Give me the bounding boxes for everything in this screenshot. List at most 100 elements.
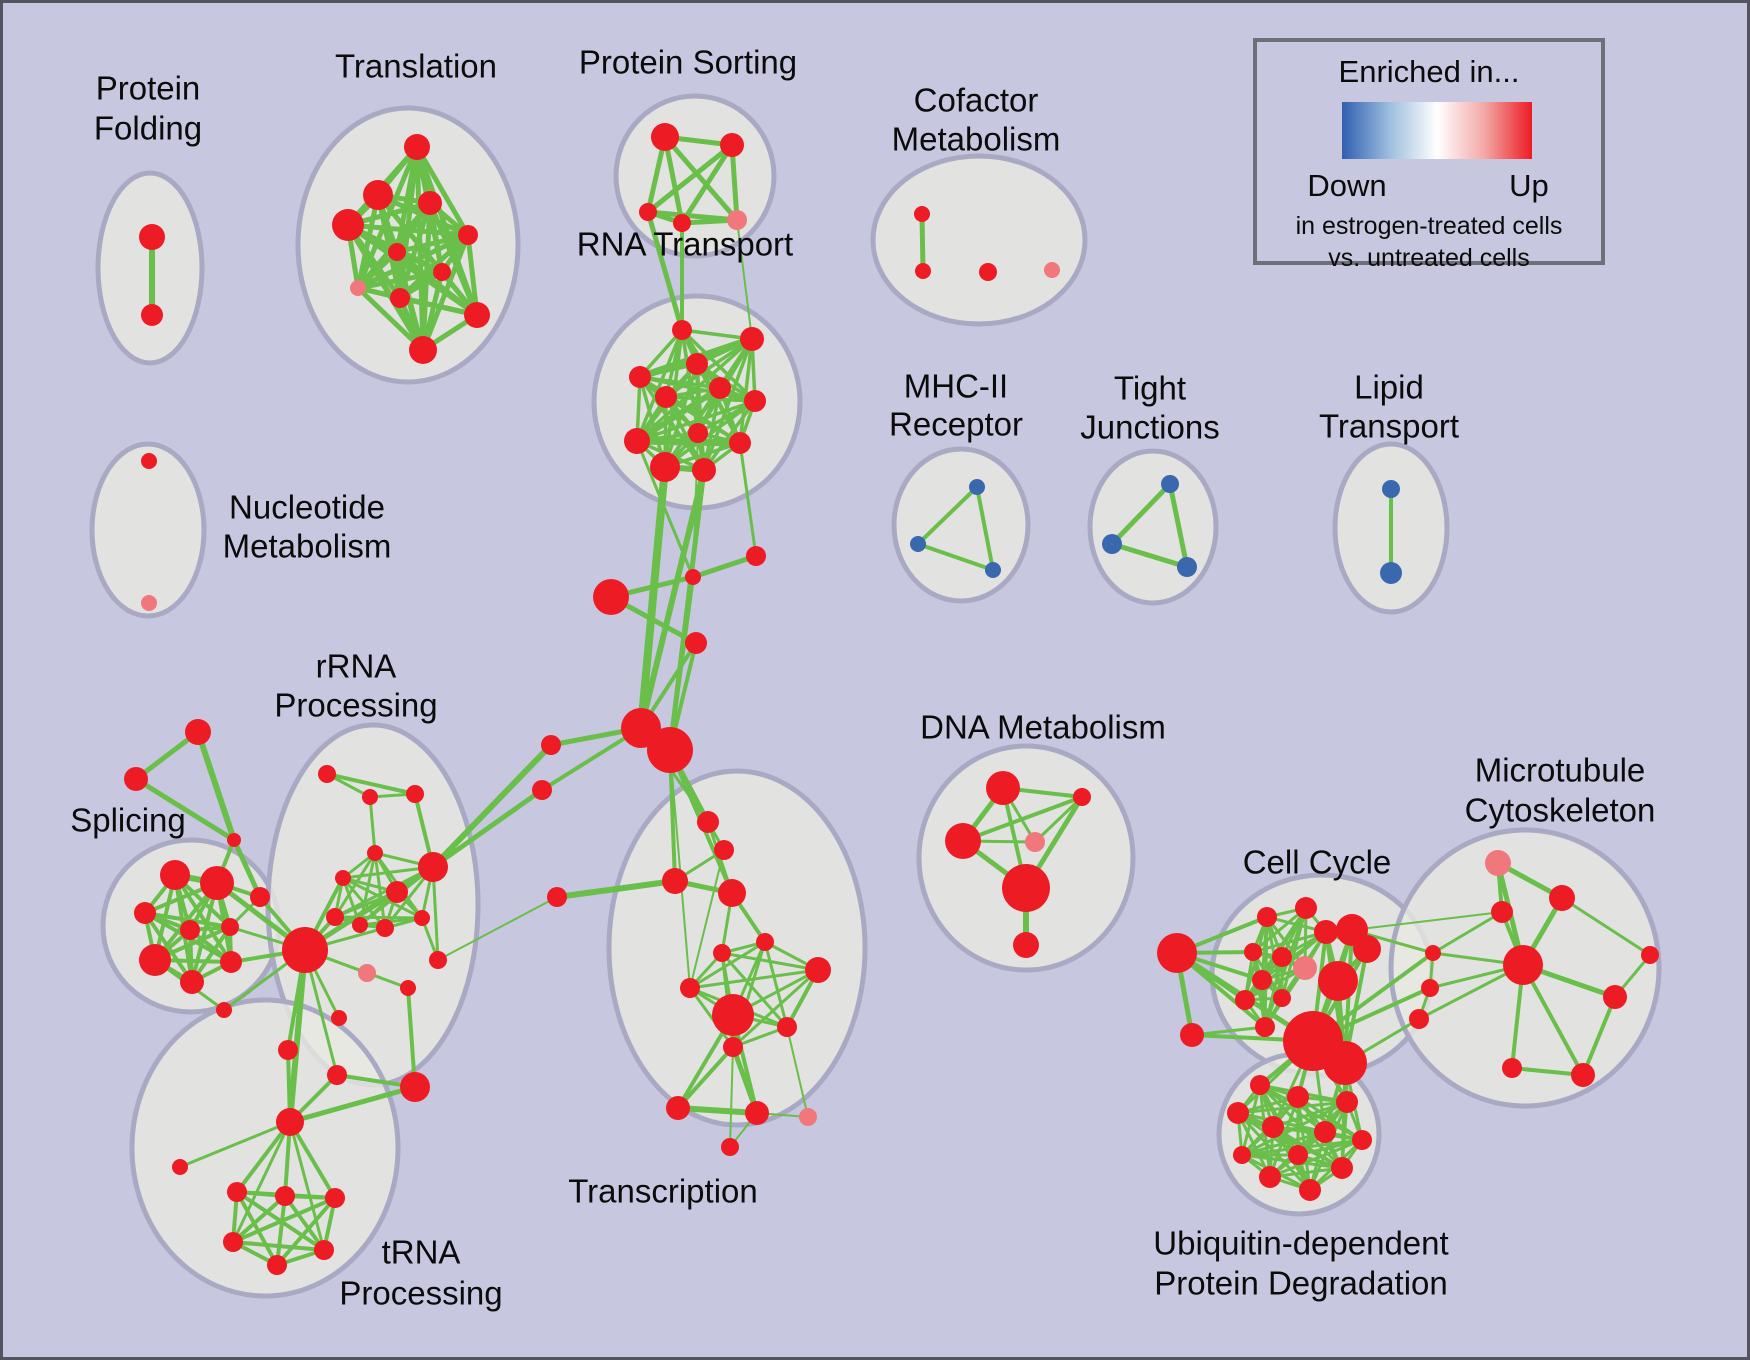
- node-rt2: [740, 327, 764, 351]
- edge-rt4-rt12: [638, 375, 706, 472]
- cluster-translation-label: Translation: [335, 48, 497, 85]
- edge-d2-d3: [961, 795, 1084, 843]
- edge-t1-t5: [414, 144, 471, 238]
- node-u1: [1250, 1075, 1270, 1095]
- node-t9: [390, 288, 410, 308]
- node-lp1: [1382, 480, 1400, 498]
- edge-tj2-tj3: [1109, 541, 1190, 570]
- edge-cc4-cc8: [1251, 906, 1308, 954]
- node-d3: [945, 823, 981, 859]
- cluster-ubiquitin-degradation-label: Protein Degradation: [1154, 1265, 1448, 1302]
- edge-rrH-rr6: [302, 864, 436, 953]
- node-m1: [969, 479, 985, 495]
- node-tn9: [314, 1240, 334, 1260]
- node-cc1: [1157, 933, 1197, 973]
- node-ps5: [727, 210, 747, 230]
- edge-rt11-h1: [637, 463, 669, 732]
- node-tn1: [278, 1040, 298, 1060]
- node-cc13: [1235, 990, 1255, 1010]
- node-u12: [1299, 1179, 1321, 1201]
- node-rr14: [429, 951, 447, 969]
- cluster-cofactor-metabolism-ellipse: [870, 153, 1088, 327]
- node-tr7: [756, 933, 774, 951]
- legend-subtitle-line1: in estrogen-treated cells: [1295, 212, 1563, 240]
- edge-x3-s9: [231, 837, 263, 900]
- edge-t5-t10: [465, 232, 480, 318]
- node-t10: [464, 302, 490, 328]
- cluster-lipid-transport-label: Lipid: [1354, 369, 1424, 406]
- edge-tn8-tn9: [231, 1240, 326, 1252]
- node-s10: [216, 1002, 232, 1018]
- node-t2: [363, 180, 393, 210]
- node-ps1: [651, 123, 679, 151]
- edge-tr13-tr14: [675, 1105, 760, 1116]
- edge-rt7-rt11: [663, 399, 757, 469]
- node-mt3: [1491, 901, 1513, 923]
- node-d6: [1013, 932, 1039, 958]
- node-mt11: [1502, 1058, 1522, 1078]
- edge-mt3-mt5: [1431, 910, 1504, 955]
- edge-s3-s5: [143, 911, 232, 929]
- node-cc5: [1314, 920, 1338, 944]
- edge-rt7-rt12: [702, 399, 757, 472]
- edge-d2-d4: [1033, 795, 1084, 844]
- cluster-cofactor-metabolism-label: Metabolism: [892, 121, 1061, 158]
- edge-cc2-cc15: [1190, 1025, 1267, 1037]
- edge-ps2-ps4: [679, 142, 735, 226]
- node-rt1: [672, 320, 692, 340]
- edge-tr8-tr9: [688, 968, 820, 990]
- node-s2: [200, 866, 234, 900]
- cluster-protein-folding-label: Folding: [94, 110, 202, 147]
- node-cc17: [1323, 1041, 1367, 1085]
- edge-ps1-ps4: [662, 134, 685, 226]
- node-rr13: [358, 964, 376, 982]
- node-c1: [685, 569, 701, 585]
- node-d1: [986, 771, 1020, 805]
- edge-rt1-rt7: [680, 328, 757, 403]
- node-mt10: [1571, 1063, 1595, 1087]
- node-cf2: [915, 263, 931, 279]
- legend-title: Enriched in...: [1338, 54, 1520, 89]
- edge-tn7-tn8: [231, 1196, 337, 1244]
- edge-u7-u9: [1296, 1138, 1364, 1157]
- edge-cf1-cf2: [919, 211, 926, 274]
- cluster-mhc-ii-receptor-label: Receptor: [889, 406, 1023, 443]
- node-cc10: [1293, 956, 1317, 980]
- node-cc9: [1272, 947, 1292, 967]
- node-s5: [221, 918, 239, 936]
- node-t6: [388, 243, 406, 261]
- edge-rt12-h1: [638, 467, 707, 731]
- edge-tr7-tr11: [763, 940, 789, 1029]
- node-tr5: [547, 887, 567, 907]
- cluster-trna-processing-label: Processing: [339, 1275, 502, 1312]
- node-tj2: [1102, 534, 1122, 554]
- node-tr11: [777, 1017, 797, 1037]
- node-tr12: [723, 1037, 743, 1057]
- node-rr2: [362, 789, 378, 805]
- node-cf3: [979, 263, 997, 281]
- edge-rt9-c1: [635, 439, 695, 579]
- node-cc4: [1295, 897, 1317, 919]
- edge-tr9-tr12: [688, 986, 735, 1049]
- node-rr11: [414, 910, 430, 926]
- node-u8: [1233, 1146, 1251, 1164]
- node-tn8: [223, 1232, 243, 1252]
- edge-tr7-tr9: [688, 940, 767, 990]
- node-d5: [1002, 864, 1050, 912]
- edge-cc6-mt3: [1351, 911, 1503, 931]
- node-tn10: [267, 1255, 287, 1275]
- node-m3: [985, 562, 1001, 578]
- edge-u3-u12: [1308, 1100, 1349, 1192]
- node-tn2: [327, 1065, 347, 1085]
- cluster-nucleotide-metabolism-label: Nucleotide: [229, 489, 385, 526]
- edge-x1-x3: [195, 729, 237, 843]
- node-s8: [220, 951, 242, 973]
- node-rt12: [692, 458, 716, 482]
- edge-tn6-tn8: [231, 1194, 287, 1244]
- edge-m2-m3: [916, 542, 995, 572]
- edge-rt7-rt9: [635, 399, 757, 443]
- edge-tn7-tn10: [275, 1196, 337, 1267]
- edge-tr3-tr5: [554, 878, 678, 900]
- node-x2: [124, 767, 148, 791]
- node-ps3: [639, 203, 657, 221]
